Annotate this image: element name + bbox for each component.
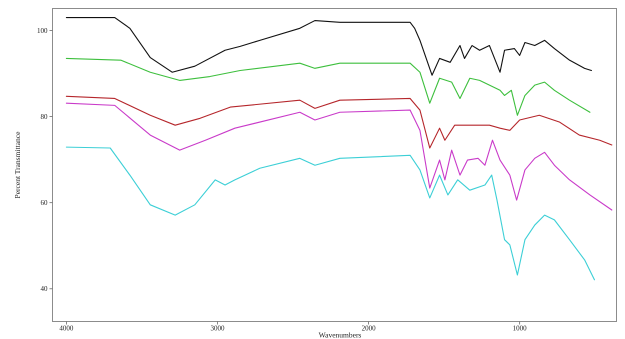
spectrum-line-4 [65,102,613,211]
y-tick-label: 40 [41,285,49,293]
y-tick-label: 80 [41,113,49,121]
spectrum-line-1 [65,16,592,76]
y-axis-label: Percent Transmittance [13,131,22,199]
x-tick-label: 2000 [362,325,377,333]
x-tick-label: 3000 [210,325,225,333]
axis-layer: 4000 3000 2000 1000 100 80 60 40 [37,27,527,333]
x-tick-label: 4000 [59,325,74,333]
y-tick-label: 60 [41,199,49,207]
spectrum-line-5 [65,146,595,281]
x-axis-label: Wavenumbers [319,331,362,339]
x-tick-label: 1000 [513,325,528,333]
plot-frame [52,8,617,322]
series-layer [65,16,613,281]
spectrum-line-2 [65,57,591,116]
spectrum-line-3 [65,95,613,149]
y-tick-label: 100 [37,27,48,35]
